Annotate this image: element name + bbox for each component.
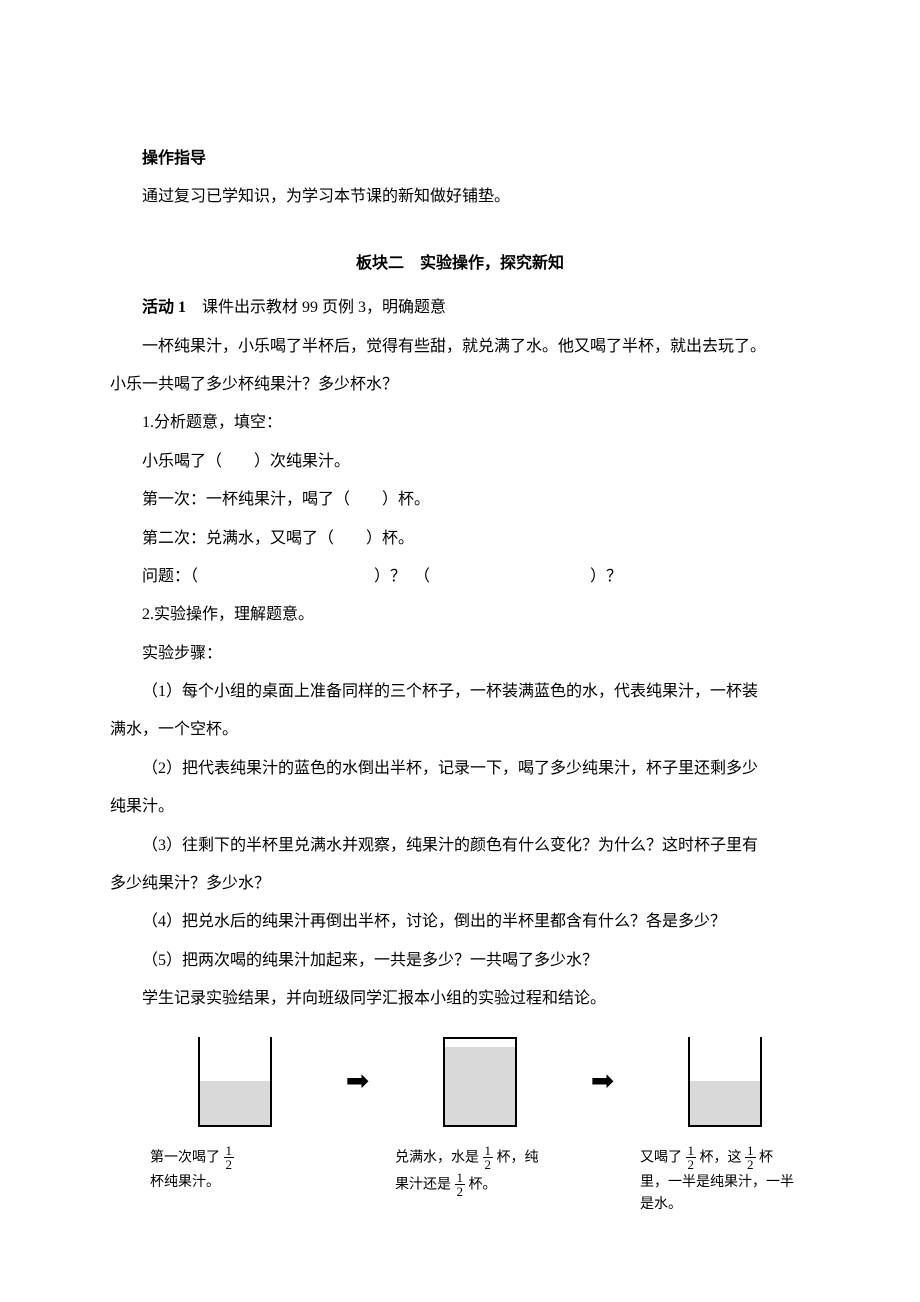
exp-step-2a: （2）把代表纯果汁的蓝色的水倒出半杯，记录一下，喝了多少纯果汁，杯子里还剩多少 [110, 750, 810, 788]
diagram-col-2: 兑满水，水是 1 2 杯，纯 果汁还是 1 2 杯。 [395, 1037, 565, 1199]
cap3-e: 是水。 [640, 1197, 682, 1212]
fill-line-b: 第一次：一杯纯果汁，喝了（ ）杯。 [110, 481, 810, 519]
cap3-d: 里，一半是纯果汁，一半 [640, 1175, 794, 1190]
frac-num: 1 [224, 1144, 235, 1158]
diagram-row: 第一次喝了 1 2 杯纯果汁。 ➡ 兑满水，水是 1 2 [110, 1037, 810, 1217]
cap1-a: 第一次喝了 [150, 1150, 220, 1165]
q-end: ）？ [558, 558, 622, 596]
diagram-col-3: 又喝了 1 2 杯，这 1 2 杯 里，一半是纯果汁，一半 是水。 [640, 1037, 810, 1217]
glass-2 [443, 1037, 517, 1127]
step1-heading: 1.分析题意，填空： [110, 404, 810, 442]
frac-den: 2 [483, 1158, 494, 1171]
cap1-b: 杯纯果汁。 [150, 1175, 220, 1190]
cap2-b: 杯，纯 [497, 1150, 539, 1165]
frac-num: 1 [455, 1171, 466, 1185]
problem-line-2: 小乐一共喝了多少杯纯果汁？多少杯水？ [110, 366, 810, 404]
cap2-d: 杯。 [469, 1177, 497, 1192]
exp-step-1a: （1）每个小组的桌面上准备同样的三个杯子，一杯装满蓝色的水，代表纯果汁，一杯装 [110, 673, 810, 711]
cap2-c: 果汁还是 [395, 1177, 451, 1192]
document-page: 操作指导 通过复习已学知识，为学习本节课的新知做好铺垫。 板块二 实验操作，探究… [0, 0, 920, 1302]
exp-step-3b: 多少纯果汁？多少水？ [110, 865, 810, 903]
q-blank-2 [430, 558, 558, 596]
cap3-b: 杯，这 [700, 1150, 742, 1165]
exp-step-2b: 纯果汁。 [110, 788, 810, 826]
step2-heading: 2.实验操作，理解题意。 [110, 596, 810, 634]
arrow-right-icon: ➡ [591, 1068, 614, 1096]
exp-step-4: （4）把兑水后的纯果汁再倒出半杯，讨论，倒出的半杯里都含有什么？各是多少？ [110, 903, 810, 941]
cap2-a: 兑满水，水是 [395, 1150, 479, 1165]
arrow-right-icon: ➡ [346, 1068, 369, 1096]
glass-2-topgap [445, 1039, 515, 1048]
activity-line: 活动 1 课件出示教材 99 页例 3，明确题意 [110, 289, 810, 327]
exp-steps-label: 实验步骤： [110, 635, 810, 673]
cap3-c: 杯 [759, 1150, 773, 1165]
fraction-half-2: 1 2 [483, 1144, 494, 1171]
q-mid: ）？ （ [342, 558, 430, 596]
problem-line-1: 一杯纯果汁，小乐喝了半杯后，觉得有些甜，就兑满了水。他又喝了半杯，就出去玩了。 [110, 328, 810, 366]
arrow-2-cell: ➡ [589, 1037, 616, 1127]
glass-2-fill [445, 1039, 515, 1125]
activity-label: 活动 1 [142, 299, 186, 316]
frac-num: 1 [686, 1144, 697, 1158]
caption-3: 又喝了 1 2 杯，这 1 2 杯 里，一半是纯果汁，一半 是水。 [640, 1145, 810, 1217]
section-title: 板块二 实验操作，探究新知 [110, 245, 810, 283]
glass-1 [198, 1037, 272, 1127]
fill-line-a: 小乐喝了（ ）次纯果汁。 [110, 443, 810, 481]
exp-step-5: （5）把两次喝的纯果汁加起来，一共是多少？一共喝了多少水？ [110, 942, 810, 980]
glass-3 [688, 1037, 762, 1127]
intro-text: 通过复习已学知识，为学习本节课的新知做好铺垫。 [110, 178, 810, 216]
diagram-col-1: 第一次喝了 1 2 杯纯果汁。 [150, 1037, 320, 1194]
question-line: 问题：（ ）？ （ ）？ [110, 558, 810, 596]
cap3-a: 又喝了 [640, 1150, 682, 1165]
record-line: 学生记录实验结果，并向班级同学汇报本小组的实验过程和结论。 [110, 980, 810, 1018]
caption-1: 第一次喝了 1 2 杯纯果汁。 [150, 1145, 320, 1194]
frac-den: 2 [686, 1158, 697, 1171]
exp-step-1b: 满水，一个空杯。 [110, 711, 810, 749]
frac-num: 1 [745, 1144, 756, 1158]
activity-text: 课件出示教材 99 页例 3，明确题意 [186, 299, 446, 316]
fill-line-c: 第二次：兑满水，又喝了（ ）杯。 [110, 520, 810, 558]
glass-1-fill [200, 1081, 270, 1125]
q-blank-1 [198, 558, 342, 596]
caption-2: 兑满水，水是 1 2 杯，纯 果汁还是 1 2 杯。 [395, 1145, 565, 1199]
fraction-half-5: 1 2 [745, 1144, 756, 1171]
arrow-1-cell: ➡ [344, 1037, 371, 1127]
frac-num: 1 [483, 1144, 494, 1158]
intro-heading: 操作指导 [110, 140, 810, 178]
fraction-half-4: 1 2 [686, 1144, 697, 1171]
frac-den: 2 [455, 1185, 466, 1198]
frac-den: 2 [224, 1158, 235, 1171]
glass-3-fill [690, 1081, 760, 1125]
fraction-half-1: 1 2 [224, 1144, 235, 1171]
intro-heading-text: 操作指导 [142, 150, 206, 167]
fraction-half-3: 1 2 [455, 1171, 466, 1198]
frac-den: 2 [745, 1158, 756, 1171]
exp-step-3a: （3）往剩下的半杯里兑满水并观察，纯果汁的颜色有什么变化？为什么？这时杯子里有 [110, 827, 810, 865]
q-label: 问题：（ [110, 558, 198, 596]
